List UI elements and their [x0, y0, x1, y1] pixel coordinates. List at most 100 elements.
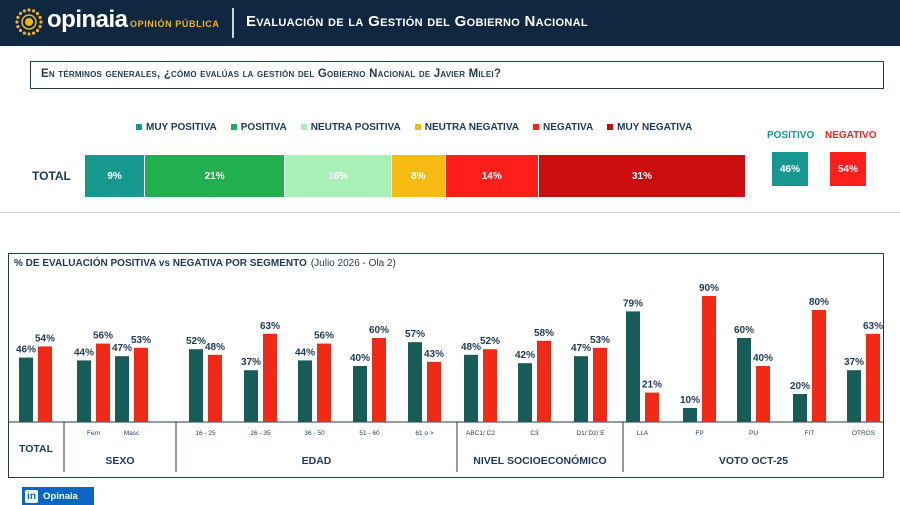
negativo-label: NEGATIVO: [825, 130, 877, 141]
stack-segment: 8%: [392, 155, 446, 197]
category-tick-label: 16 - 25: [195, 430, 216, 437]
header-divider: [232, 8, 234, 38]
linkedin-badge-label: Opinaia: [43, 490, 78, 502]
sun-ray-dot: [35, 28, 40, 33]
legend-swatch: [230, 124, 237, 130]
bar-negative-label: 63%: [863, 321, 883, 332]
bar-positive-label: 57%: [405, 329, 425, 340]
legend-label: NEUTRA NEGATIVA: [424, 121, 519, 133]
sun-ray-dot: [31, 9, 36, 13]
segment-chart-frame: [8, 253, 884, 478]
bar-positive-label: 52%: [186, 336, 206, 347]
bar-positive: [244, 370, 258, 422]
bar-positive-label: 20%: [790, 381, 810, 392]
bar-positive: [408, 342, 422, 422]
legend-label: MUY POSITIVA: [146, 121, 217, 133]
sun-ray-dot: [22, 31, 27, 35]
linkedin-icon: in: [25, 489, 38, 503]
category-tick-label: FP: [695, 430, 703, 437]
bar-negative: [593, 347, 607, 422]
bar-negative-label: 52%: [480, 336, 500, 347]
segment-chart-subtitle: (Julio 2026 - Ola 2): [310, 258, 396, 269]
sun-ray-dot: [27, 32, 31, 36]
bar-positive: [353, 366, 367, 422]
bar-positive: [574, 356, 588, 422]
bar-positive: [189, 349, 203, 422]
bar-positive-label: 48%: [461, 342, 481, 353]
group-label: SEXO: [105, 455, 134, 467]
legend-item: MUY NEGATIVA: [607, 119, 692, 135]
bar-negative-label: 60%: [369, 325, 389, 336]
category-tick-label: C3: [530, 430, 539, 437]
stacked-total-bar: 9% 21% 16% 8% 14% 31%: [85, 155, 746, 197]
bar-negative: [134, 347, 148, 422]
category-tick-label: Masc: [124, 430, 140, 437]
bar-positive: [298, 360, 312, 422]
positivo-value-box: 46%: [772, 152, 808, 186]
bar-negative-label: 21%: [642, 380, 662, 391]
category-tick-label: 26 - 35: [250, 430, 271, 437]
bar-negative-label: 90%: [699, 283, 719, 294]
bar-positive: [793, 394, 807, 422]
segment-chart-title-text: % DE EVALUACIÓN POSITIVA vs NEGATIVA POR…: [14, 258, 307, 269]
sun-ray-dot: [35, 11, 40, 16]
legend-item: NEGATIVA: [532, 119, 593, 135]
category-tick-label: PU: [749, 430, 758, 437]
bar-negative: [427, 361, 441, 422]
bar-negative-label: 54%: [35, 333, 55, 344]
bar-negative: [756, 366, 770, 422]
bar-negative: [38, 346, 52, 422]
stack-segment: 16%: [285, 155, 393, 197]
stack-segment: 21%: [145, 155, 286, 197]
bar-negative: [263, 333, 277, 422]
category-tick-label: 36 - 50: [304, 430, 325, 437]
legend-item: NEUTRA NEGATIVA: [414, 119, 519, 135]
positivo-label: POSITIVO: [767, 130, 815, 141]
sun-ray-dot: [22, 9, 27, 13]
bar-positive: [115, 356, 129, 422]
sun-ray-dot: [38, 24, 42, 29]
stack-segment: 9%: [85, 155, 146, 197]
bar-negative: [812, 310, 826, 422]
bar-positive-label: 47%: [571, 343, 591, 354]
bar-negative-label: 53%: [131, 335, 151, 346]
section-divider: [0, 212, 900, 213]
bar-negative: [372, 338, 386, 422]
page-title: Evaluación de la Gestión del Gobierno Na…: [246, 13, 588, 30]
segment-chart-title: % DE EVALUACIÓN POSITIVA vs NEGATIVA POR…: [14, 258, 396, 269]
stack-row-label: TOTAL: [32, 169, 71, 183]
category-tick-label: 61 o >: [415, 430, 433, 437]
linkedin-badge[interactable]: in Opinaia: [22, 487, 94, 505]
negativo-value-box: 54%: [830, 152, 866, 186]
category-tick-label: ABC1/ C2: [466, 430, 495, 437]
bar-positive: [737, 338, 751, 422]
sun-ray-dot: [16, 15, 20, 20]
bar-positive-label: 47%: [112, 343, 132, 354]
bar-negative-label: 63%: [260, 321, 280, 332]
bar-positive: [77, 360, 91, 422]
group-label: VOTO OCT-25: [719, 455, 788, 467]
sun-ray-dot: [31, 31, 36, 35]
stack-segment: 14%: [445, 155, 539, 197]
bar-positive-label: 44%: [74, 347, 94, 358]
sun-ray-dot: [15, 20, 19, 24]
bar-positive: [19, 357, 33, 422]
legend-item: NEUTRA POSITIVA: [300, 119, 401, 135]
bar-positive: [518, 363, 532, 422]
question-text: En términos generales, ¿cómo evalúas la …: [41, 68, 502, 80]
stack-legend: MUY POSITIVA POSITIVA NEUTRA POSITIVA NEUTR…: [136, 119, 692, 135]
brand-subtitle: OPINIÓN PÚBLICA: [130, 19, 220, 29]
legend-swatch: [136, 124, 142, 130]
bar-positive: [847, 370, 861, 422]
sun-ray-dot: [39, 20, 43, 24]
bar-positive-label: 10%: [680, 395, 700, 406]
sun-ray-dot: [18, 28, 23, 33]
question-box: En términos generales, ¿cómo evalúas la …: [30, 61, 884, 89]
bar-negative-label: 56%: [93, 331, 113, 342]
category-tick-label: FIT: [805, 430, 815, 437]
sun-logo-icon: [15, 8, 43, 36]
group-label: EDAD: [302, 455, 332, 467]
bar-positive-label: 46%: [16, 345, 36, 356]
category-tick-label: 51 - 60: [359, 430, 380, 437]
